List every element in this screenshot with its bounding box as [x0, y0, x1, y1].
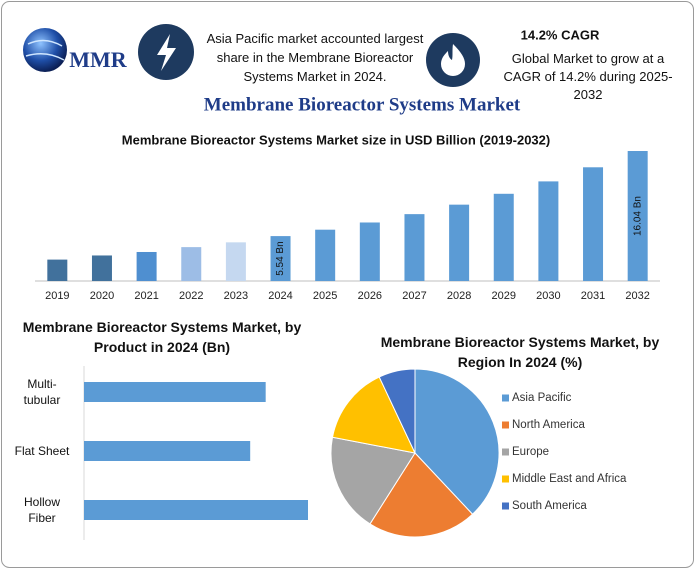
- category-label: Flat Sheet: [14, 444, 70, 458]
- main-title: Membrane Bioreactor Systems Market: [204, 94, 521, 115]
- x-tick-label: 2026: [358, 290, 382, 302]
- pie-slice: [369, 452, 474, 538]
- x-tick-label: 2032: [625, 290, 649, 302]
- cagr-title: 14.2% CAGR: [521, 27, 600, 42]
- x-tick-label: 2023: [224, 290, 248, 302]
- bar: [583, 167, 604, 281]
- category-label: Hollow Fiber: [23, 495, 60, 525]
- x-tick-label: 2027: [402, 290, 426, 302]
- x-tick-label: 2030: [536, 290, 560, 302]
- logo-globe: [23, 28, 67, 72]
- logo-globe-lines: [25, 39, 65, 61]
- bar: [91, 255, 112, 281]
- x-tick-label: 2031: [581, 290, 605, 302]
- bar: [270, 236, 291, 281]
- chart-title: Membrane Bioreactor Systems Market size …: [122, 132, 550, 147]
- bar: [84, 441, 251, 461]
- bar: [538, 181, 559, 281]
- legend-label: North America: [512, 419, 585, 431]
- cagr-text: Global Market to grow at a CAGR of 14.2%…: [503, 51, 673, 102]
- chart-title: Membrane Bioreactor Systems Market, by R…: [380, 334, 660, 370]
- bar: [84, 382, 266, 402]
- bar: [225, 242, 246, 281]
- bar: [359, 222, 380, 281]
- legend-label: Europe: [512, 446, 549, 458]
- bar: [493, 193, 514, 281]
- legend-label: Asia Pacific: [512, 392, 572, 404]
- category-label: Multi-tubular: [23, 377, 61, 407]
- fire-icon: [441, 44, 465, 76]
- x-tick-label: 2022: [179, 290, 203, 302]
- x-tick-label: 2024: [268, 290, 292, 302]
- legend-label: South America: [512, 500, 587, 512]
- value-label: 5.54 Bn: [275, 241, 286, 275]
- logo-text: MMR: [69, 47, 128, 72]
- x-tick-label: 2020: [90, 290, 114, 302]
- bar: [47, 259, 68, 281]
- x-tick-label: 2029: [492, 290, 516, 302]
- legend-swatch: [502, 394, 509, 402]
- bolt-icon: [157, 34, 176, 71]
- legend-label: Middle East and Africa: [512, 473, 627, 485]
- bar: [84, 500, 308, 520]
- x-tick-label: 2025: [313, 290, 337, 302]
- chart-title: Membrane Bioreactor Systems Market, by P…: [22, 319, 302, 355]
- x-tick-label: 2021: [134, 290, 158, 302]
- pie-slice: [331, 376, 416, 454]
- x-tick-label: 2019: [45, 290, 69, 302]
- bar: [181, 247, 202, 281]
- bar: [449, 204, 470, 281]
- bar: [315, 229, 336, 281]
- bar: [136, 251, 157, 281]
- legend-swatch: [502, 421, 509, 429]
- value-label: 16.04 Bn: [632, 196, 643, 236]
- pie-slice: [414, 368, 500, 515]
- pie-slice: [330, 436, 416, 525]
- legend-swatch: [502, 475, 509, 483]
- x-tick-label: 2028: [447, 290, 471, 302]
- bar: [627, 151, 648, 281]
- bar: [404, 214, 425, 281]
- pie-slice: [378, 368, 416, 454]
- legend-swatch: [502, 502, 509, 510]
- legend-swatch: [502, 448, 509, 456]
- highlight-text: Asia Pacific market accounted largest sh…: [206, 31, 424, 84]
